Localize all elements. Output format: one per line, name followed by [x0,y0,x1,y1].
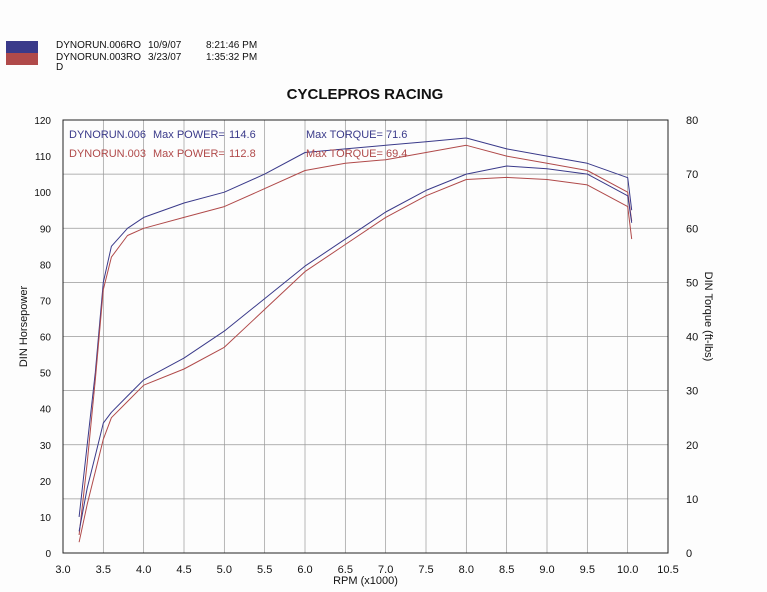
annotation-power-label: Max POWER= [153,148,225,160]
series-power-dynorun-003 [78,144,633,536]
x-tick-label: 8.5 [499,564,514,576]
y-left-tick-label: 80 [40,260,52,271]
x-tick-label: 10.5 [657,564,678,576]
y-right-tick-label: 30 [686,386,698,398]
run-time: 1:35:32 PM [206,52,258,63]
run-color-swatch [6,41,38,65]
x-tick-label: 10.0 [617,564,638,576]
x-tick-label: 7.5 [418,564,433,576]
y-right-tick-label: 10 [686,494,698,506]
run-date: 3/23/07 [148,52,182,63]
annotation-power-value: 114.6 [229,129,256,141]
x-tick-label: 7.0 [378,564,393,576]
annotation-power-value: 112.8 [229,148,256,160]
x-axis-label: RPM (x1000) [333,575,398,587]
annotation-run-name: DYNORUN.003 [69,148,146,160]
x-tick-label: 6.0 [297,564,312,576]
chart-title: CYCLEPROS RACING [286,86,444,103]
run-name: DYNORUN.003RO [56,52,142,63]
y-left-tick-label: 0 [45,549,51,560]
y-right-tick-label: 20 [686,440,698,452]
y-left-tick-label: 120 [34,116,51,127]
y-right-axis-label: DIN Torque (ft-lbs) [702,272,714,362]
y-left-tick-label: 40 [40,405,52,416]
run-name: DYNORUN.006RO [56,40,142,51]
x-tick-label: 9.0 [539,564,554,576]
series-power-dynorun-006 [78,137,633,517]
annotation-run-name: DYNORUN.006 [69,129,146,141]
y-left-tick-label: 60 [40,333,52,344]
y-left-tick-label: 20 [40,477,52,488]
annotation-torque-label: Max TORQUE= [306,148,383,160]
y-left-tick-label: 10 [40,513,52,524]
y-left-tick-label: 70 [40,296,52,307]
x-tick-label: 3.0 [55,564,70,576]
plot-frame [62,119,669,554]
y-left-axis-label: DIN Horsepower [18,286,30,368]
series-torque-dynorun-006 [78,165,633,532]
annotation-torque-label: Max TORQUE= [306,129,383,141]
run-header-003: DYNORUN.003RO 3/23/07 1:35:32 PM [56,52,257,63]
x-tick-label: 6.5 [338,564,353,576]
series-torque-dynorun-003 [78,176,633,543]
x-tick-label: 3.5 [96,564,111,576]
run-006-swatch [6,41,38,53]
run-003-swatch [6,53,38,65]
y-left-tick-label: 50 [40,369,52,380]
annotation-power-label: Max POWER= [153,129,225,141]
run-header-006: DYNORUN.006RO 10/9/07 8:21:46 PM [56,40,257,51]
x-tick-label: 5.5 [257,564,272,576]
run-date: 10/9/07 [148,40,182,51]
x-tick-label: 9.5 [580,564,595,576]
run-time: 8:21:46 PM [206,40,258,51]
y-left-tick-label: 90 [40,224,52,235]
y-right-tick-label: 50 [686,277,698,289]
y-right-tick-label: 80 [686,115,698,127]
x-tick-label: 8.0 [459,564,474,576]
y-right-tick-label: 60 [686,223,698,235]
y-left-tick-label: 30 [40,441,52,452]
x-tick-label: 4.5 [176,564,191,576]
y-left-tick-label: 110 [35,152,51,163]
x-tick-label: 4.0 [136,564,151,576]
y-right-tick-label: 40 [686,332,698,344]
y-right-tick-label: 0 [686,548,692,560]
trailing-char: D [56,62,64,73]
annotation-torque-value: 69.4 [386,148,407,160]
y-left-tick-label: 100 [34,188,51,199]
y-right-tick-label: 70 [686,169,698,181]
annotation-torque-value: 71.6 [386,129,407,141]
x-tick-label: 5.0 [217,564,232,576]
